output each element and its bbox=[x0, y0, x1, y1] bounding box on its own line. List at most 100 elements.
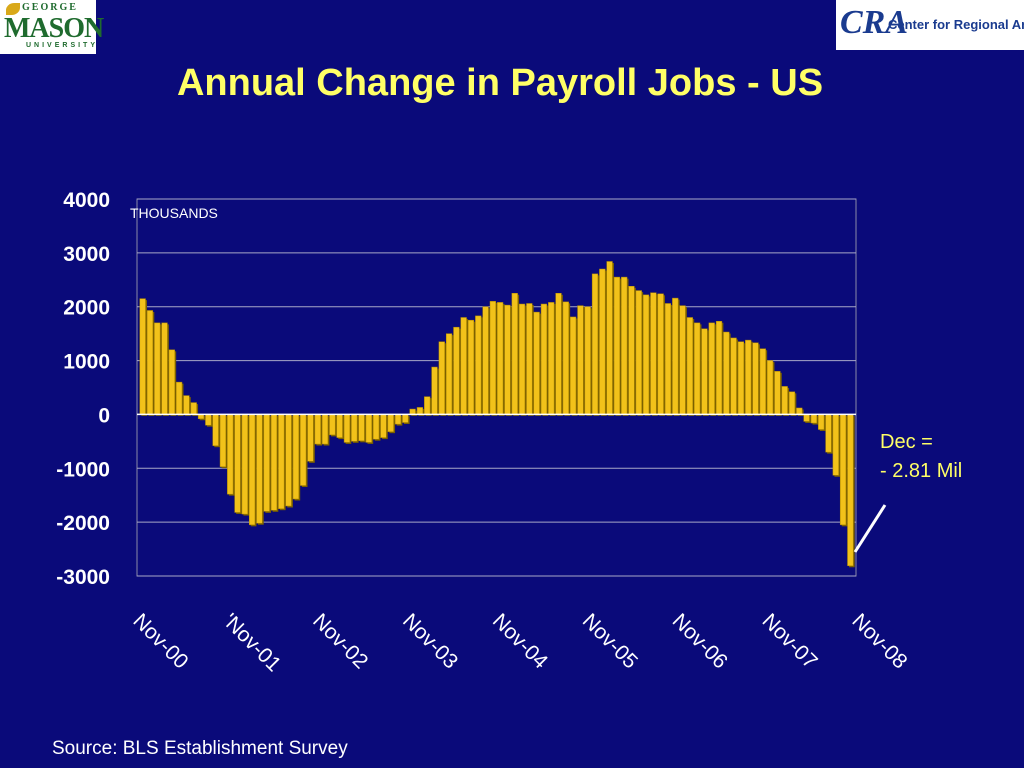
bar bbox=[256, 414, 263, 524]
bar bbox=[701, 328, 708, 415]
annotation-line1: Dec = bbox=[880, 431, 933, 453]
y-tick-label: 0 bbox=[98, 404, 110, 427]
bar bbox=[686, 317, 693, 415]
x-tick-label: 'Nov-01 bbox=[218, 609, 285, 676]
bar bbox=[679, 305, 686, 415]
bar bbox=[467, 319, 475, 415]
bar bbox=[548, 302, 555, 415]
bar bbox=[497, 302, 504, 415]
bar bbox=[570, 316, 577, 415]
y-tick-label: 4000 bbox=[63, 189, 110, 212]
bar bbox=[664, 303, 672, 415]
x-tick-label: Nov-03 bbox=[398, 609, 462, 673]
bar bbox=[642, 294, 650, 415]
bar bbox=[263, 414, 270, 512]
bar bbox=[621, 276, 628, 415]
leaf-icon bbox=[6, 3, 20, 15]
bar bbox=[482, 306, 489, 415]
bar bbox=[657, 293, 664, 415]
bar bbox=[190, 402, 197, 415]
cra-logo: CRA Center for Regional Analysis bbox=[836, 0, 1024, 50]
logo-bottom-text: UNIVERSITY bbox=[26, 42, 99, 49]
annotation-line2: - 2.81 Mil bbox=[880, 460, 962, 482]
bar bbox=[606, 261, 613, 415]
y-tick-label: -3000 bbox=[56, 566, 110, 589]
x-tick-label: Nov-02 bbox=[308, 609, 372, 673]
bar bbox=[248, 414, 256, 526]
x-tick-label: Nov-00 bbox=[128, 609, 192, 673]
bar bbox=[314, 414, 321, 445]
cra-text: Center for Regional Analysis bbox=[888, 17, 1024, 32]
bar bbox=[745, 339, 752, 415]
bar bbox=[715, 321, 723, 415]
bar bbox=[336, 414, 343, 438]
x-tick-label: Nov-04 bbox=[488, 609, 552, 673]
bar bbox=[139, 298, 146, 415]
bar bbox=[321, 414, 329, 445]
bar bbox=[752, 342, 759, 415]
y-tick-label: 2000 bbox=[63, 297, 110, 320]
bar bbox=[518, 303, 526, 415]
bar bbox=[292, 414, 299, 500]
bar bbox=[540, 303, 548, 415]
bar bbox=[445, 333, 453, 415]
y-tick-label: 3000 bbox=[63, 243, 110, 266]
bar bbox=[737, 341, 745, 415]
bar bbox=[781, 386, 788, 415]
bar bbox=[591, 273, 599, 415]
bar bbox=[839, 414, 847, 526]
bar bbox=[453, 326, 460, 415]
bar bbox=[788, 391, 796, 415]
bar bbox=[511, 293, 518, 415]
bar bbox=[380, 414, 387, 438]
bar bbox=[438, 341, 445, 415]
bar bbox=[205, 414, 212, 426]
bar bbox=[307, 414, 314, 462]
x-tick-label: Nov-05 bbox=[578, 609, 642, 673]
bar bbox=[650, 292, 657, 415]
bar bbox=[562, 301, 569, 415]
bar bbox=[730, 337, 737, 415]
bar bbox=[241, 414, 248, 515]
bar bbox=[329, 414, 336, 436]
bar bbox=[234, 414, 241, 513]
bar bbox=[146, 310, 154, 415]
bar bbox=[489, 301, 496, 415]
bar bbox=[270, 414, 278, 511]
bar bbox=[424, 396, 431, 415]
bar bbox=[774, 371, 781, 415]
bar bbox=[555, 293, 562, 415]
bar bbox=[818, 414, 825, 430]
bar bbox=[227, 414, 234, 495]
bar bbox=[584, 306, 591, 415]
bar bbox=[161, 322, 168, 415]
bar bbox=[635, 290, 642, 415]
bar bbox=[803, 414, 810, 422]
bar bbox=[183, 395, 190, 415]
x-tick-label: Nov-06 bbox=[668, 609, 732, 673]
x-tick-label: Nov-07 bbox=[758, 609, 822, 673]
bar bbox=[219, 414, 226, 467]
bar bbox=[387, 414, 394, 432]
bar bbox=[402, 414, 409, 423]
bar bbox=[599, 268, 606, 415]
bar bbox=[832, 414, 839, 476]
bar bbox=[394, 414, 402, 425]
bar bbox=[351, 414, 358, 442]
y-tick-label: -1000 bbox=[56, 458, 110, 481]
unit-label: THOUSANDS bbox=[130, 205, 218, 221]
bar bbox=[672, 297, 679, 415]
bar bbox=[577, 305, 584, 415]
cra-mark: CRA bbox=[840, 4, 909, 41]
bar bbox=[533, 311, 540, 415]
slide-title: Annual Change in Payroll Jobs - US bbox=[176, 62, 824, 104]
bar bbox=[810, 414, 817, 424]
bar bbox=[343, 414, 351, 443]
source-note: Source: BLS Establishment Survey bbox=[52, 738, 348, 759]
y-tick-label: 1000 bbox=[63, 351, 110, 374]
bar bbox=[278, 414, 285, 509]
bar bbox=[628, 285, 635, 415]
bar bbox=[416, 407, 423, 415]
bar bbox=[796, 407, 803, 415]
